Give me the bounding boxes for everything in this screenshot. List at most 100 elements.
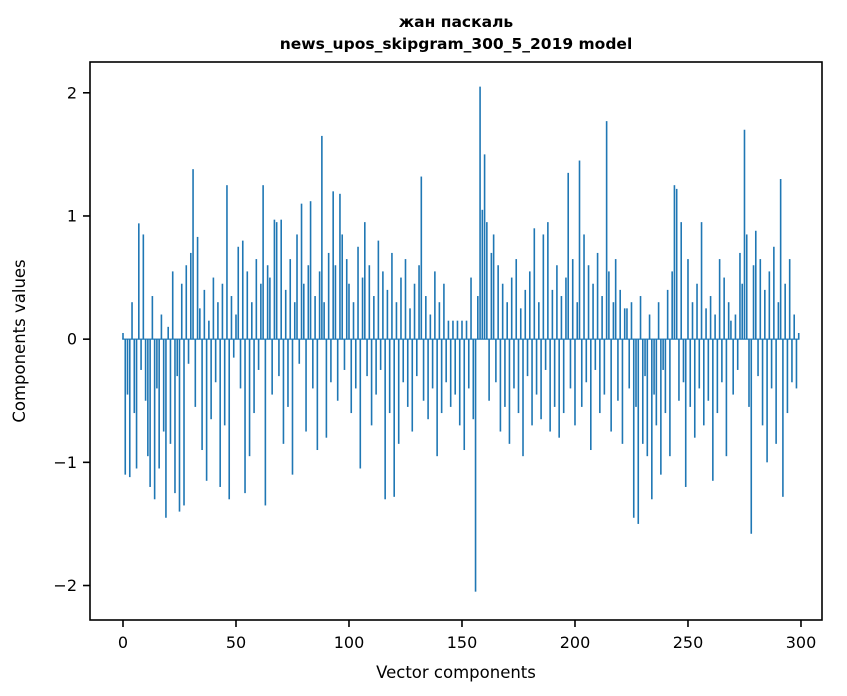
bar: [623, 308, 626, 340]
bar: [133, 339, 136, 414]
bar: [235, 314, 237, 340]
bar: [474, 339, 477, 592]
bar: [251, 302, 253, 340]
bar: [289, 259, 292, 340]
bar: [201, 339, 203, 451]
y-tick-label: 0: [67, 330, 77, 349]
zero-baseline: [122, 338, 800, 340]
bar: [470, 277, 472, 340]
bar: [508, 339, 511, 444]
bar: [662, 339, 664, 370]
bar: [562, 339, 565, 414]
bar: [318, 271, 321, 340]
bar: [693, 339, 696, 438]
bar: [655, 339, 658, 426]
bar: [162, 339, 165, 432]
bar: [452, 320, 454, 340]
bar: [180, 283, 183, 340]
bar: [228, 339, 231, 500]
bar: [422, 339, 425, 401]
bar: [438, 302, 441, 340]
bar: [325, 339, 328, 438]
bar: [436, 339, 438, 457]
bar: [576, 302, 579, 340]
bar: [226, 185, 228, 340]
bar: [230, 296, 233, 340]
bar: [404, 259, 407, 340]
bar: [526, 339, 529, 377]
bar: [759, 259, 762, 340]
bar: [189, 252, 192, 340]
bar: [698, 339, 701, 389]
y-axis-ticks: −2 −1 0 1 2: [53, 83, 90, 595]
bar: [321, 135, 323, 340]
bar: [135, 339, 138, 469]
bar: [578, 160, 581, 340]
bar: [373, 296, 375, 340]
bar: [366, 339, 368, 377]
bar: [293, 302, 296, 340]
bar: [538, 302, 540, 340]
bar: [183, 339, 185, 506]
bar: [691, 302, 694, 340]
bar: [653, 339, 655, 395]
y-tick-label: 2: [67, 83, 77, 102]
bar: [187, 339, 190, 364]
bar: [178, 339, 181, 512]
bar: [447, 320, 450, 340]
bar: [400, 277, 402, 340]
bar: [657, 302, 660, 340]
bar: [465, 320, 468, 340]
bar: [680, 222, 683, 340]
bar: [565, 277, 567, 340]
bar: [542, 234, 545, 340]
bar: [339, 193, 341, 340]
bar: [547, 222, 549, 340]
bar: [192, 169, 194, 340]
bar: [571, 259, 574, 340]
bar: [750, 339, 753, 534]
bar: [167, 326, 169, 340]
bar: [797, 332, 800, 340]
bar: [626, 308, 628, 340]
bar: [262, 185, 264, 340]
bar: [359, 339, 362, 469]
bar: [601, 296, 603, 340]
bar: [142, 234, 145, 340]
bar: [156, 339, 158, 389]
bar: [678, 339, 680, 401]
bar: [501, 283, 504, 340]
bar: [449, 339, 452, 407]
bar: [361, 277, 364, 340]
bar: [612, 302, 615, 340]
bar: [409, 308, 411, 340]
bar: [754, 230, 757, 340]
bar: [223, 339, 226, 426]
bar: [544, 339, 547, 370]
bar: [635, 339, 637, 407]
bar: [330, 339, 332, 383]
bar: [481, 209, 484, 340]
bar: [556, 265, 558, 340]
x-tick-label: 50: [226, 633, 246, 652]
bar: [700, 222, 703, 340]
bar: [280, 219, 282, 340]
bar: [138, 223, 140, 340]
bar: [352, 302, 355, 340]
bar: [391, 252, 393, 340]
bar: [479, 86, 481, 340]
bar: [316, 339, 319, 451]
bar: [260, 283, 262, 340]
bar: [488, 339, 490, 401]
bar: [689, 339, 692, 407]
bar: [590, 339, 592, 451]
bar: [773, 246, 775, 340]
bar: [646, 339, 649, 457]
bar: [217, 302, 219, 340]
bar: [664, 339, 667, 414]
bar: [535, 339, 538, 395]
bar: [377, 240, 380, 340]
bar: [777, 302, 780, 340]
